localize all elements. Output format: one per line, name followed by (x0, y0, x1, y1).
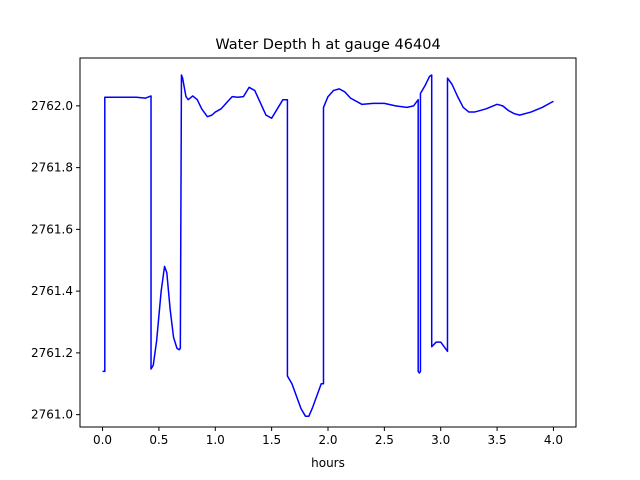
x-tick-label: 4.0 (544, 433, 563, 447)
y-tick-label: 2761.8 (31, 161, 73, 175)
y-tick-label: 2761.0 (31, 408, 73, 422)
y-tick-label: 2762.0 (31, 99, 73, 113)
x-tick-label: 2.0 (318, 433, 337, 447)
chart-title: Water Depth h at gauge 46404 (215, 37, 440, 53)
axes-frame (79, 57, 577, 428)
x-tick-label: 3.5 (488, 433, 507, 447)
plot-area (79, 57, 577, 428)
x-tick-label: 0.0 (93, 433, 112, 447)
series-line (102, 74, 554, 417)
x-tick-label: 0.5 (149, 433, 168, 447)
y-tick-label: 2761.2 (31, 346, 73, 360)
y-tick-label: 2761.6 (31, 222, 73, 236)
x-tick-label: 3.0 (431, 433, 450, 447)
y-tick-label: 2761.4 (31, 284, 73, 298)
x-axis-ticks: 0.0 0.5 1.0 1.5 2.0 2.5 3.0 3.5 4.0 (93, 427, 563, 447)
x-tick-label: 2.5 (375, 433, 394, 447)
x-tick-label: 1.0 (206, 433, 225, 447)
x-axis-label: hours (311, 456, 345, 470)
x-tick-label: 1.5 (262, 433, 281, 447)
y-axis-ticks: 2761.0 2761.2 2761.4 2761.6 2761.8 2762.0 (31, 99, 80, 422)
